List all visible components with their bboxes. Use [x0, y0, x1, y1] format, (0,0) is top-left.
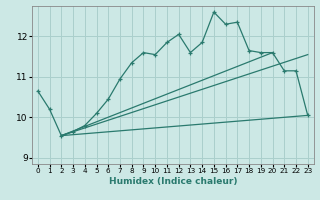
X-axis label: Humidex (Indice chaleur): Humidex (Indice chaleur)	[108, 177, 237, 186]
